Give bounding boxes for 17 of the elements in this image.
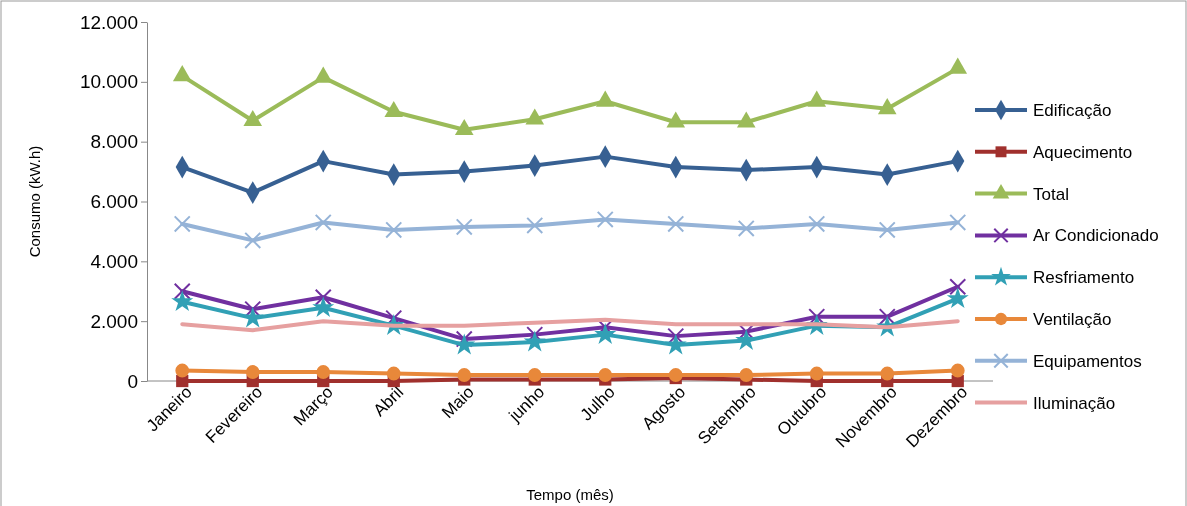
y-tick-label: 4.000 xyxy=(90,250,138,272)
y-axis-title: Consumo (kW.h) xyxy=(26,145,43,258)
legend-label: Resfriamento xyxy=(1033,268,1135,288)
legend-label: Iluminação xyxy=(1033,393,1116,413)
legend-label: Ventilação xyxy=(1033,310,1112,329)
y-tick-label: 2.000 xyxy=(90,310,138,332)
legend-label: Equipamentos xyxy=(1033,351,1142,371)
legend-label: Edificação xyxy=(1033,101,1112,120)
legend-label: Ar Condicionado xyxy=(1033,226,1159,246)
x-axis-title: Tempo (mês) xyxy=(526,486,614,503)
y-tick-label: 6.000 xyxy=(90,191,138,213)
legend-label: Aquecimento xyxy=(1033,142,1133,162)
y-tick-label: 12.000 xyxy=(79,11,138,33)
legend-label: Total xyxy=(1033,184,1069,204)
y-tick-label: 0 xyxy=(127,370,138,392)
y-tick-label: 8.000 xyxy=(90,131,138,153)
y-tick-label: 10.000 xyxy=(79,71,138,93)
